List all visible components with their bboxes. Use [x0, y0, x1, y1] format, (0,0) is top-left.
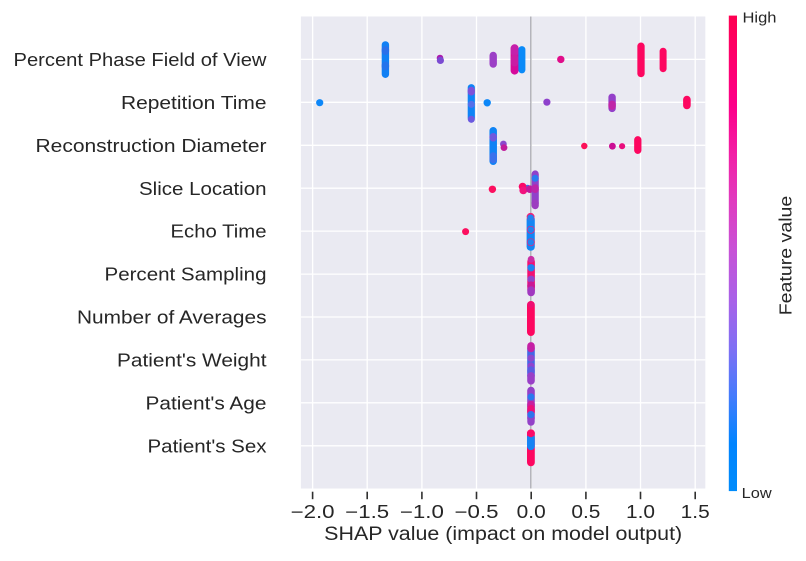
svg-text:1.5: 1.5 [681, 502, 710, 522]
svg-text:Repetition Time: Repetition Time [121, 92, 267, 113]
svg-text:SHAP value (impact on model ou: SHAP value (impact on model output) [324, 524, 682, 545]
svg-text:−2.0: −2.0 [291, 502, 335, 522]
svg-text:Echo Time: Echo Time [171, 221, 267, 242]
svg-text:−1.0: −1.0 [400, 502, 444, 522]
svg-text:0.5: 0.5 [571, 502, 600, 522]
svg-text:1.0: 1.0 [626, 502, 655, 522]
svg-text:Feature value: Feature value [775, 196, 795, 316]
svg-text:−1.5: −1.5 [345, 502, 389, 522]
svg-text:Slice Location: Slice Location [139, 178, 267, 199]
svg-text:−0.5: −0.5 [455, 502, 499, 522]
svg-text:Percent Sampling: Percent Sampling [105, 264, 267, 285]
svg-text:Patient's Sex: Patient's Sex [148, 435, 268, 456]
svg-text:Reconstruction Diameter: Reconstruction Diameter [36, 135, 267, 156]
svg-text:Patient's Weight: Patient's Weight [117, 350, 267, 371]
svg-text:0.0: 0.0 [517, 502, 546, 522]
svg-text:Low: Low [742, 485, 772, 502]
svg-text:Percent Phase Field of View: Percent Phase Field of View [14, 49, 268, 70]
svg-text:High: High [743, 10, 777, 27]
svg-text:Number of Averages: Number of Averages [77, 307, 267, 328]
svg-text:Patient's Age: Patient's Age [146, 392, 267, 413]
